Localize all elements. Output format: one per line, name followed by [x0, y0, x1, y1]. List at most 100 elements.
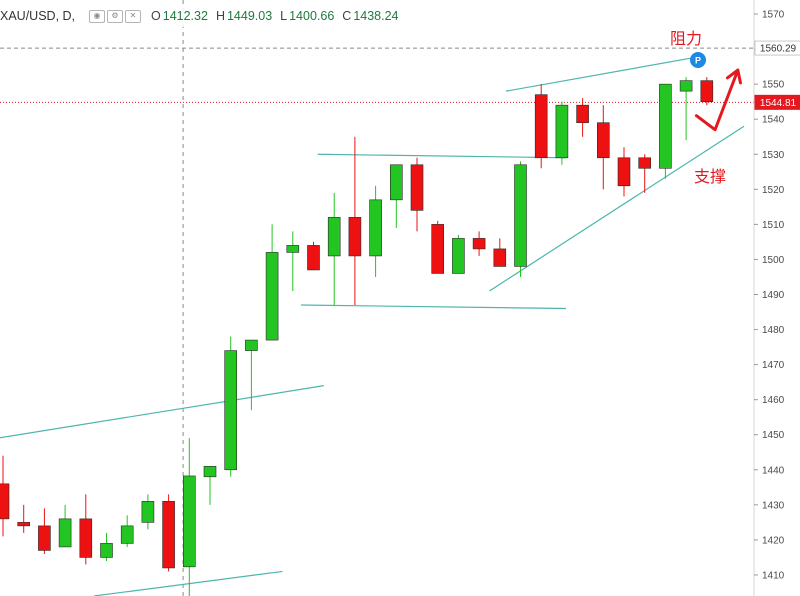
candle: [183, 438, 196, 596]
candle: [38, 508, 51, 554]
chart-legend: XAU/USD, D, ◉ ⚙ ✕ O 1412.32 H 1449.03 L …: [0, 5, 413, 27]
trendline-lower-channel-bottom[interactable]: [94, 570, 283, 596]
marked-price-label: 1560.29: [754, 40, 800, 56]
candle-body: [617, 157, 631, 187]
candle: [389, 164, 403, 228]
candle: [576, 98, 589, 137]
settings-icon[interactable]: ⚙: [107, 9, 124, 23]
candle: [555, 101, 569, 165]
candle: [245, 339, 258, 411]
candle-body: [555, 104, 569, 159]
candle: [638, 154, 652, 193]
candle-body: [58, 518, 72, 548]
y-tick-label: 1460: [762, 395, 785, 406]
candle-body: [162, 501, 175, 569]
high-label: H: [215, 9, 225, 23]
candle-body: [17, 522, 31, 527]
y-tick-label: 1450: [762, 430, 785, 441]
candle: [79, 494, 93, 565]
y-tick-label: 1510: [762, 220, 785, 231]
candle-body: [369, 199, 382, 257]
candle-body: [203, 465, 217, 478]
candle: [659, 83, 672, 179]
candle-body: [576, 104, 589, 124]
price-label-box: [754, 40, 800, 56]
trendline-lower-channel-top[interactable]: [0, 385, 324, 439]
y-tick-label: 1520: [762, 185, 785, 196]
high-value: 1449.03: [226, 9, 273, 23]
candle: [327, 192, 341, 306]
candle-body: [679, 80, 693, 92]
candle-body: [38, 525, 51, 551]
close-icon[interactable]: ✕: [125, 9, 142, 23]
trendline-support[interactable]: [489, 125, 745, 292]
candle: [493, 238, 507, 267]
candle: [700, 77, 714, 106]
candle: [369, 185, 382, 277]
trendlines[interactable]: [0, 55, 745, 596]
candle: [431, 220, 445, 274]
candle-body: [79, 518, 93, 558]
candle-body: [596, 122, 610, 159]
trendline-resistance[interactable]: [505, 55, 703, 92]
candle-body: [452, 238, 465, 274]
candles: [0, 77, 714, 596]
candle: [617, 147, 631, 197]
candle-body: [120, 525, 134, 544]
candle-body: [0, 483, 10, 520]
candle: [679, 77, 693, 141]
candle-body: [183, 475, 196, 568]
candle-body: [348, 217, 362, 257]
close-value: 1438.24: [353, 9, 399, 23]
y-tick-label: 1440: [762, 465, 785, 476]
candle-body: [286, 245, 300, 253]
price-label-text: 1544.81: [760, 98, 797, 109]
price-marker-badge[interactable]: P: [690, 52, 706, 68]
candle-body: [534, 94, 548, 159]
candle: [120, 515, 134, 547]
y-tick-label: 1430: [762, 500, 785, 511]
candle: [100, 532, 113, 561]
projection-arrow-head: [725, 68, 742, 85]
projection-arrow: [694, 68, 742, 132]
candle: [472, 231, 486, 256]
candle: [286, 231, 300, 291]
candle: [162, 494, 175, 572]
candle-body: [638, 157, 652, 169]
candle-body: [100, 543, 113, 558]
y-tick-label: 1480: [762, 325, 785, 336]
price-axis[interactable]: 1410 1420 1430 1440 1450 1460 1470 1480 1490 1500…: [753, 0, 800, 596]
candle: [596, 105, 610, 190]
candle-body: [659, 83, 672, 169]
candle: [534, 84, 548, 169]
candle-body: [700, 80, 714, 102]
support-annotation: 支撑: [694, 167, 726, 186]
y-tick-label: 1540: [762, 115, 785, 126]
candle-body: [431, 224, 445, 274]
y-tick-label: 1570: [762, 10, 785, 21]
trendline-range-bottom[interactable]: [301, 304, 567, 310]
y-tick-label: 1550: [762, 80, 785, 91]
candle: [452, 234, 465, 274]
candle-body: [389, 164, 403, 201]
y-tick-label: 1410: [762, 570, 785, 581]
projection-arrow-path: [694, 68, 740, 132]
candle: [224, 336, 237, 477]
price-label-text: 1560.29: [760, 44, 797, 55]
resistance-annotation: 阻力: [670, 29, 702, 48]
candle: [17, 504, 31, 533]
eye-icon[interactable]: ◉: [89, 9, 106, 23]
price-label-box: [754, 94, 800, 110]
candle-body: [245, 339, 258, 351]
candle-body: [224, 350, 237, 471]
candle-body: [265, 252, 279, 341]
candle-body: [141, 501, 155, 523]
candle: [265, 224, 279, 341]
symbol-label[interactable]: XAU/USD, D,: [0, 9, 76, 23]
candle: [141, 494, 155, 530]
candle-body: [327, 217, 341, 257]
current-price-label: 1544.81: [754, 94, 800, 110]
trendline-range-top[interactable]: [317, 153, 567, 159]
candle: [0, 455, 10, 537]
